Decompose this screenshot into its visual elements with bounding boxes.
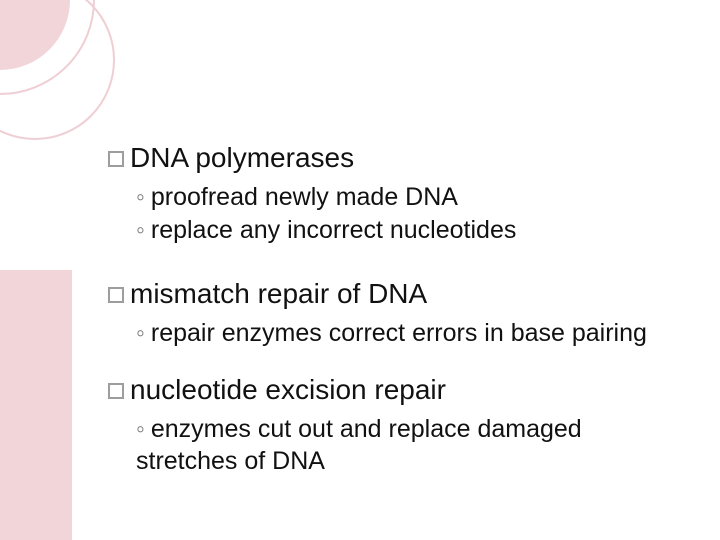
item-text: proofread newly made DNA	[151, 183, 458, 211]
slide-content: DNA polymerases ◦proofread newly made DN…	[108, 140, 680, 500]
heading-text: nucleotide excision repair	[130, 374, 446, 405]
ring-bullet-icon: ◦	[136, 183, 145, 211]
square-bullet-icon	[108, 151, 124, 167]
item-text: repair enzymes correct errors in base pa…	[151, 319, 647, 347]
list-item: ◦proofread newly made DNA	[136, 181, 680, 214]
item-text: replace any incorrect nucleotides	[151, 216, 516, 244]
ring-bullet-icon: ◦	[136, 216, 145, 244]
section-heading: mismatch repair of DNA	[108, 276, 680, 311]
section-sublist: ◦proofread newly made DNA ◦replace any i…	[108, 181, 680, 246]
section-sublist: ◦repair enzymes correct errors in base p…	[108, 317, 680, 350]
section-heading: nucleotide excision repair	[108, 372, 680, 407]
item-text: enzymes cut out and replace damaged stre…	[136, 415, 582, 476]
list-item: ◦replace any incorrect nucleotides	[136, 214, 680, 247]
ring-bullet-icon: ◦	[136, 319, 145, 347]
section-heading: DNA polymerases	[108, 140, 680, 175]
list-item: ◦repair enzymes correct errors in base p…	[136, 317, 680, 350]
square-bullet-icon	[108, 287, 124, 303]
heading-text: DNA polymerases	[130, 142, 354, 173]
side-pink-panel	[0, 270, 72, 540]
ring-bullet-icon: ◦	[136, 415, 145, 443]
list-item: ◦enzymes cut out and replace damaged str…	[136, 413, 680, 478]
heading-text: mismatch repair of DNA	[130, 278, 427, 309]
square-bullet-icon	[108, 383, 124, 399]
section-sublist: ◦enzymes cut out and replace damaged str…	[108, 413, 680, 478]
